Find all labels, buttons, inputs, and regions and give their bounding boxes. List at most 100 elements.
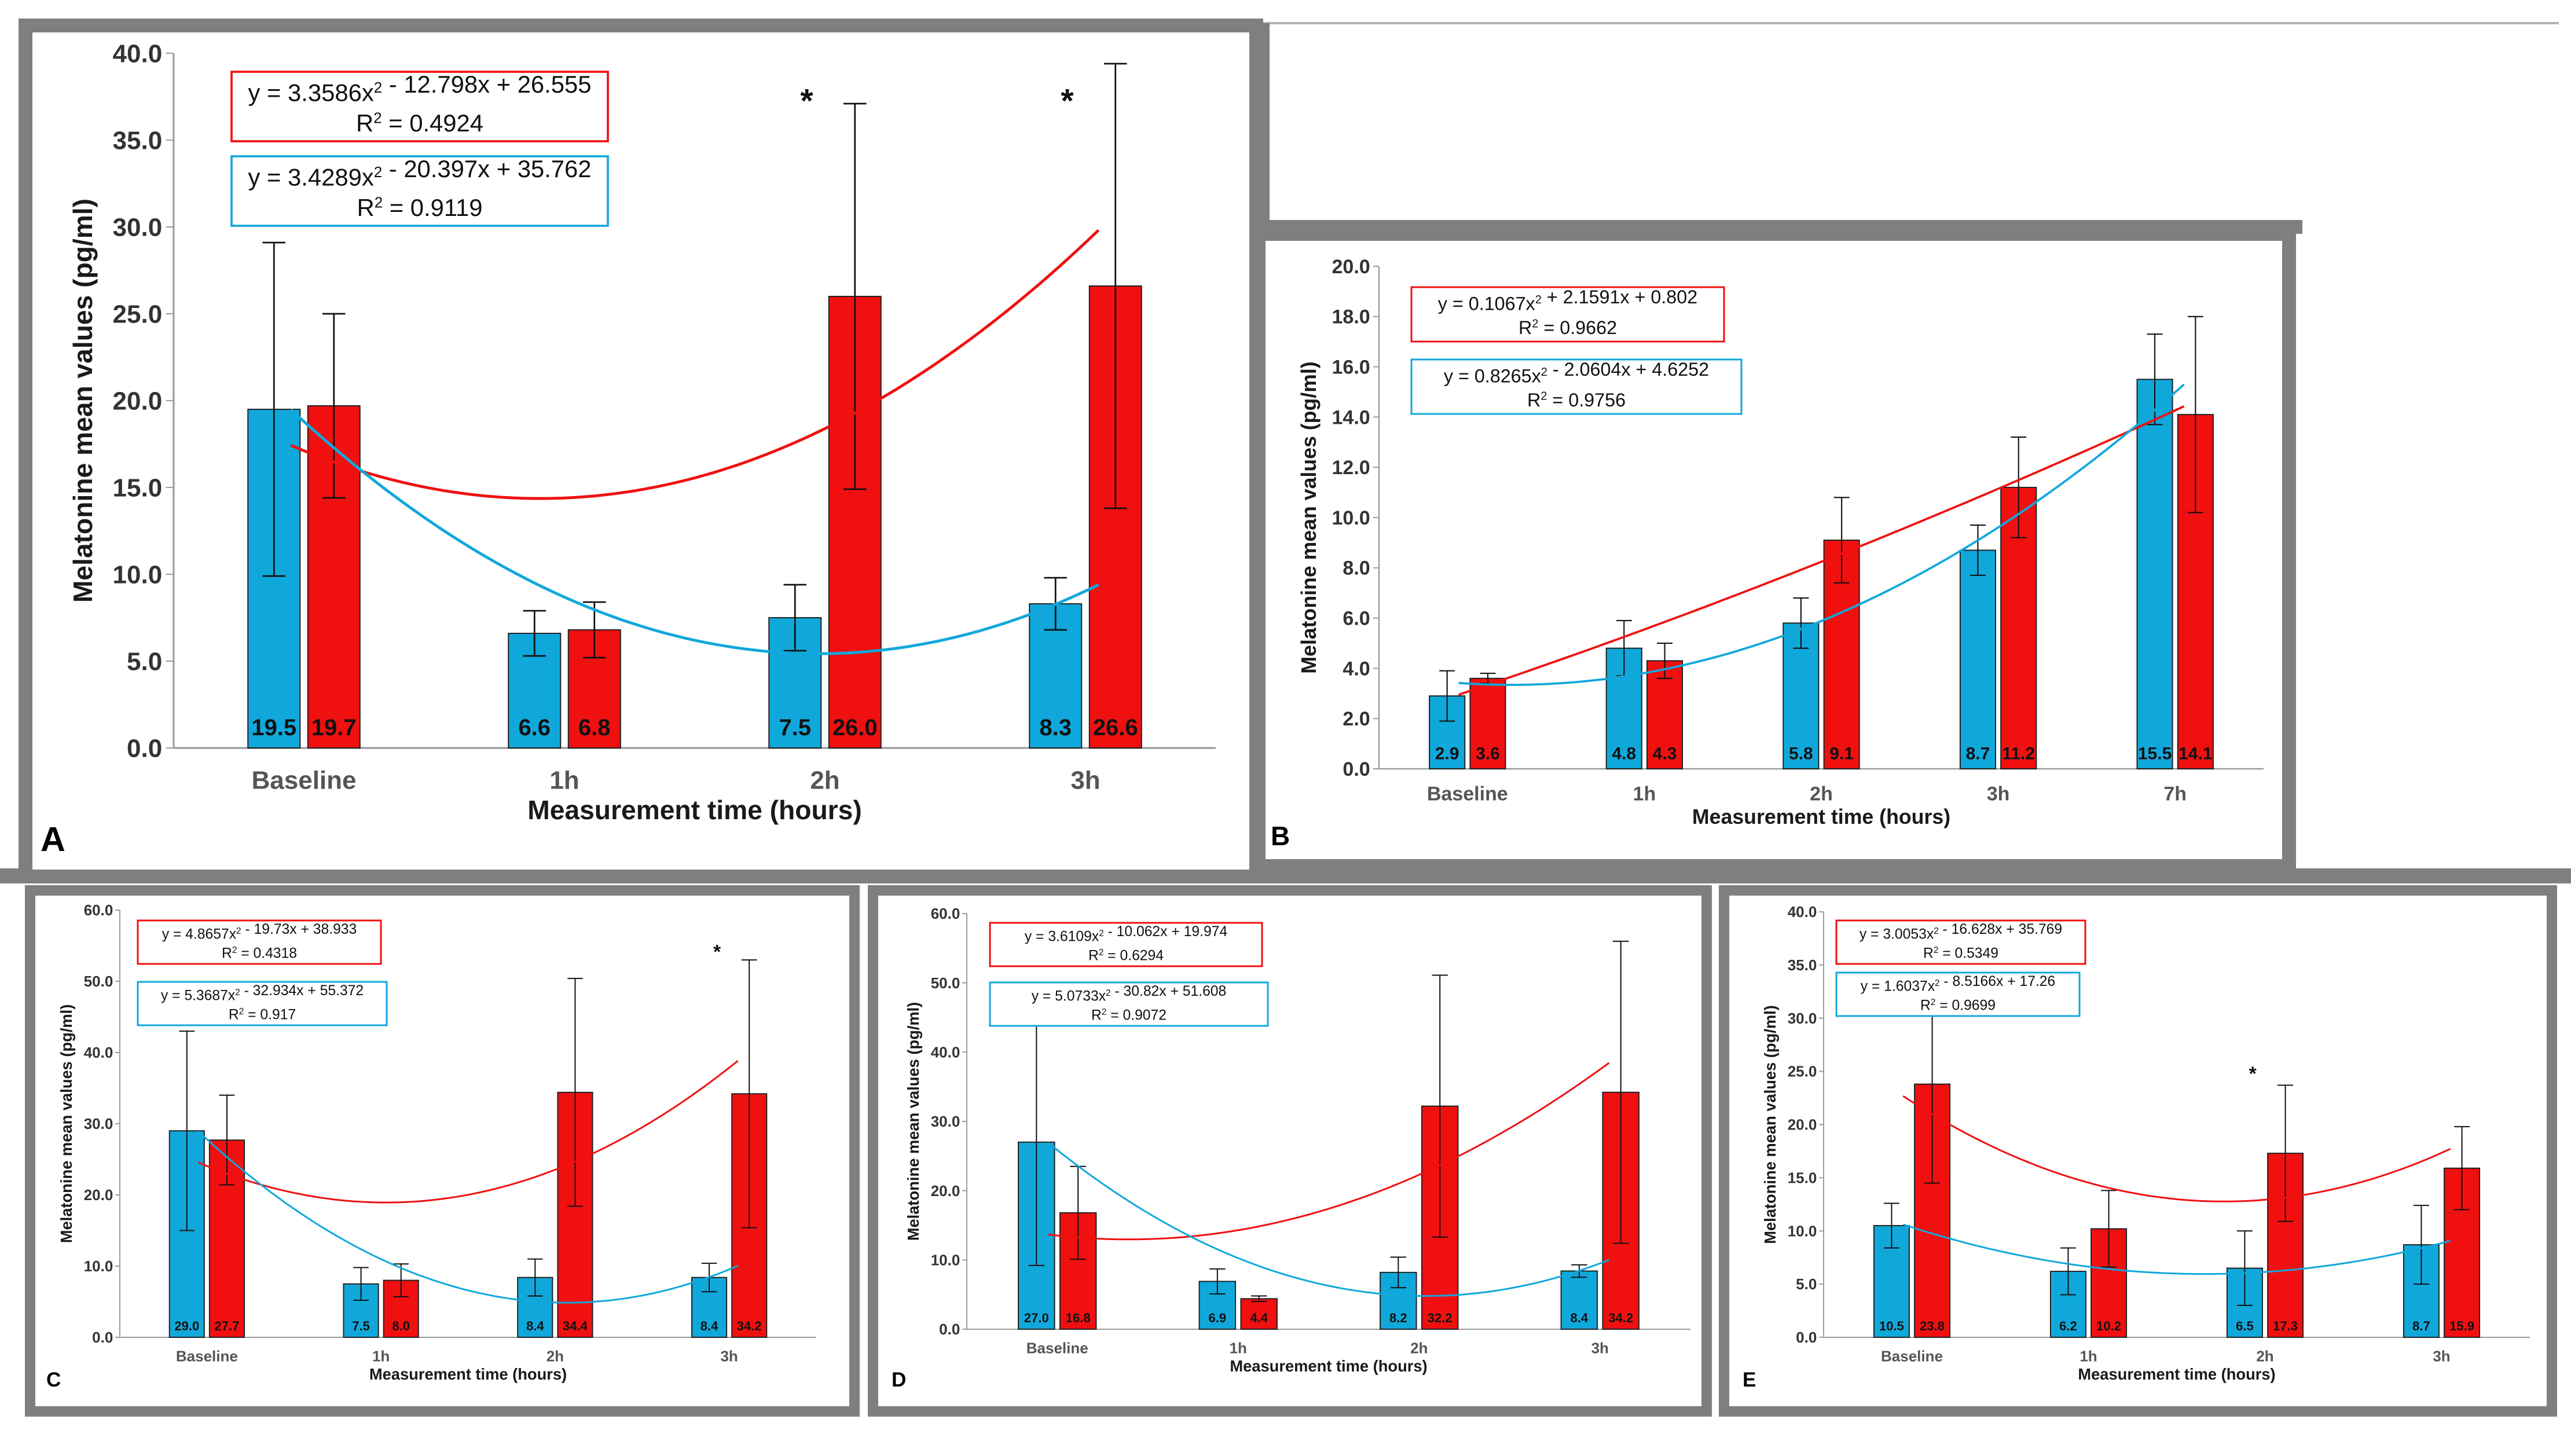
blue-trendline xyxy=(1902,1223,2451,1275)
bar-value-label: 34.2 xyxy=(737,1319,762,1333)
red-equation-box xyxy=(1835,919,2086,965)
bar-value-label: 27.0 xyxy=(1024,1311,1049,1325)
blue-bar xyxy=(2136,379,2173,769)
bar-value-label: 7.5 xyxy=(779,715,811,740)
panel-letter: D xyxy=(892,1369,906,1391)
blue-equation-text: y = 0.8265x2 - 2.0604x + 4.6252 xyxy=(1444,359,1709,386)
bar-value-label: 8.0 xyxy=(392,1319,410,1333)
y-axis-title: Melatonine mean values (pg/ml) xyxy=(1297,361,1321,673)
red-r2-text: R2 = 0.5349 xyxy=(1923,945,1998,962)
x-tick-label: 3h xyxy=(1591,1340,1609,1357)
bar-value-label: 15.5 xyxy=(2138,744,2172,764)
bar-value-label: 6.6 xyxy=(518,715,551,740)
blue-trendline xyxy=(197,1131,739,1304)
x-tick-label: 2h xyxy=(2256,1348,2273,1365)
panel-e: 0.0 5.0 10.0 15.0 20.0 25.0 30.0 35.0 40.0 Baseli… xyxy=(1719,885,2557,1417)
bar-value-label: 8.4 xyxy=(526,1319,544,1333)
panel-a: 0.0 5.0 10.0 15.0 20.0 25.0 30.0 35.0 40.0 Baseli… xyxy=(19,19,1263,883)
red-bar xyxy=(1469,677,1506,770)
y-tick-label: 35.0 xyxy=(113,126,163,155)
x-tick-label: 7h xyxy=(2163,783,2187,805)
y-tick-label: 10.0 xyxy=(931,1251,960,1268)
red-r2-text: R2 = 0.4924 xyxy=(356,109,483,137)
red-r2-text: R2 = 0.6294 xyxy=(1088,948,1164,964)
y-tick-label: 40.0 xyxy=(113,39,163,68)
bar-value-label: 2.9 xyxy=(1435,744,1459,764)
red-trendline xyxy=(1048,1062,1610,1241)
bar-value-label: 26.6 xyxy=(1093,715,1138,740)
y-tick-label: 40.0 xyxy=(1788,903,1817,920)
red-trendline xyxy=(197,1060,739,1204)
bar-value-label: 9.1 xyxy=(1829,744,1854,764)
x-tick-label: Baseline xyxy=(252,766,357,794)
y-tick-label: 15.0 xyxy=(1788,1169,1817,1186)
y-axis-title: Melatonine mean values (pg/ml) xyxy=(68,199,98,603)
y-tick-label: 0.0 xyxy=(1343,758,1370,780)
y-tick-label: 25.0 xyxy=(113,300,163,328)
blue-equation-box xyxy=(230,155,609,227)
bar-value-label: 8.4 xyxy=(700,1319,718,1333)
red-equation-text: y = 3.6109x2 - 10.062x + 19.974 xyxy=(1025,924,1227,945)
red-equation-box xyxy=(989,922,1263,967)
y-axis-title: Melatonine mean values (pg/ml) xyxy=(904,1002,922,1241)
y-tick-label: 30.0 xyxy=(931,1113,960,1130)
x-axis-title: Measurement time (hours) xyxy=(369,1365,567,1383)
bar-value-label: 23.8 xyxy=(1920,1319,1945,1333)
blue-trendline xyxy=(1047,1142,1609,1297)
blue-r2-text: R2 = 0.917 xyxy=(229,1007,296,1023)
y-tick-label: 5.0 xyxy=(127,647,162,676)
y-tick-label: 18.0 xyxy=(1332,306,1370,328)
red-equation-box xyxy=(137,919,382,965)
bar-value-label: 10.5 xyxy=(1879,1319,1904,1333)
blue-equation-box xyxy=(1835,971,2081,1017)
bar-value-label: 4.8 xyxy=(1612,744,1636,764)
x-tick-label: Baseline xyxy=(1881,1348,1943,1365)
blue-equation-text: y = 3.4289x2 - 20.397x + 35.762 xyxy=(248,155,591,191)
x-tick-label: 1h xyxy=(1633,783,1656,805)
significance-marker: * xyxy=(2249,1063,2257,1085)
bar-value-label: 19.5 xyxy=(251,715,296,740)
significance-marker: * xyxy=(800,82,813,119)
blue-equation-text: y = 1.6037x2 - 8.5166x + 17.26 xyxy=(1861,974,2056,995)
y-tick-label: 16.0 xyxy=(1332,357,1370,379)
red-r2-text: R2 = 0.9662 xyxy=(1519,317,1617,338)
significance-marker: * xyxy=(713,941,721,963)
y-tick-label: 0.0 xyxy=(939,1321,960,1338)
y-axis-title: Melatonine mean values (pg/ml) xyxy=(57,1004,75,1244)
x-tick-label: 3h xyxy=(1987,783,2010,805)
y-tick-label: 10.0 xyxy=(1788,1222,1817,1239)
blue-r2-text: R2 = 0.9699 xyxy=(1920,997,1996,1014)
red-trendline xyxy=(1458,405,2185,696)
panel-frame xyxy=(25,885,860,1417)
x-tick-label: 3h xyxy=(1070,766,1100,794)
bar-value-label: 17.3 xyxy=(2273,1319,2298,1333)
blue-bar xyxy=(1873,1225,1910,1338)
y-tick-label: 10.0 xyxy=(113,560,163,589)
blue-trendline xyxy=(289,408,1099,655)
x-axis-title: Measurement time (hours) xyxy=(1692,805,1950,828)
x-tick-label: 3h xyxy=(720,1348,738,1365)
blue-equation-box xyxy=(137,981,388,1026)
panel-letter: C xyxy=(46,1369,61,1391)
red-equation-box xyxy=(230,71,609,142)
x-tick-label: 2h xyxy=(810,766,839,794)
panel-d: 0.0 10.0 20.0 30.0 40.0 50.0 60.0 Baseline 1h 2h 3… xyxy=(868,885,1712,1417)
y-tick-label: 30.0 xyxy=(84,1115,113,1132)
bar-value-label: 6.5 xyxy=(2236,1319,2254,1333)
y-tick-label: 20.0 xyxy=(931,1182,960,1200)
red-equation-box xyxy=(1410,286,1725,343)
x-tick-label: 1h xyxy=(549,766,579,794)
bar-value-label: 4.4 xyxy=(1250,1311,1268,1325)
panel-frame xyxy=(868,885,1712,1417)
y-tick-label: 2.0 xyxy=(1343,708,1370,730)
bar-value-label: 32.2 xyxy=(1428,1311,1453,1325)
x-tick-label: 2h xyxy=(547,1348,564,1365)
x-tick-label: Baseline xyxy=(1427,783,1508,805)
significance-marker: * xyxy=(1061,82,1074,119)
bar-value-label: 4.3 xyxy=(1653,744,1677,764)
red-trendline xyxy=(1902,1095,2451,1202)
bar-value-label: 19.7 xyxy=(311,715,357,740)
y-tick-label: 6.0 xyxy=(1343,608,1370,630)
bar-value-label: 34.2 xyxy=(1608,1311,1633,1325)
y-tick-label: 60.0 xyxy=(84,901,113,919)
